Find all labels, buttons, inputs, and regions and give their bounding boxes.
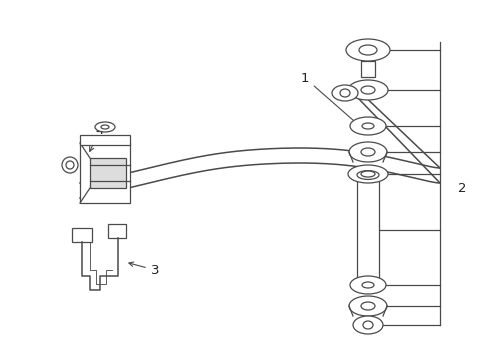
Bar [90, 158, 126, 188]
Ellipse shape [361, 123, 373, 129]
Ellipse shape [360, 148, 374, 156]
Ellipse shape [358, 45, 376, 55]
Text: 3: 3 [129, 262, 159, 276]
Ellipse shape [360, 86, 374, 94]
Ellipse shape [348, 296, 386, 316]
Text: 2: 2 [457, 181, 465, 194]
Ellipse shape [360, 171, 374, 177]
Text: 1: 1 [300, 72, 366, 132]
Ellipse shape [62, 157, 78, 173]
Bar [80, 143, 130, 203]
Ellipse shape [95, 122, 115, 132]
Ellipse shape [349, 117, 385, 135]
Bar [360, 61, 374, 77]
Ellipse shape [356, 280, 378, 289]
Ellipse shape [101, 125, 109, 129]
Bar [356, 175, 378, 285]
Ellipse shape [66, 161, 74, 169]
Ellipse shape [362, 321, 372, 329]
Bar [72, 228, 92, 242]
Ellipse shape [347, 80, 387, 100]
Ellipse shape [346, 39, 389, 61]
Ellipse shape [361, 282, 373, 288]
Ellipse shape [349, 276, 385, 294]
Ellipse shape [352, 316, 382, 334]
Bar [80, 135, 130, 145]
Ellipse shape [347, 165, 387, 183]
Ellipse shape [348, 142, 386, 162]
Ellipse shape [339, 89, 349, 97]
Ellipse shape [360, 302, 374, 310]
Ellipse shape [331, 85, 357, 101]
Bar [108, 224, 126, 238]
Ellipse shape [356, 171, 378, 179]
Text: 4: 4 [89, 123, 104, 151]
